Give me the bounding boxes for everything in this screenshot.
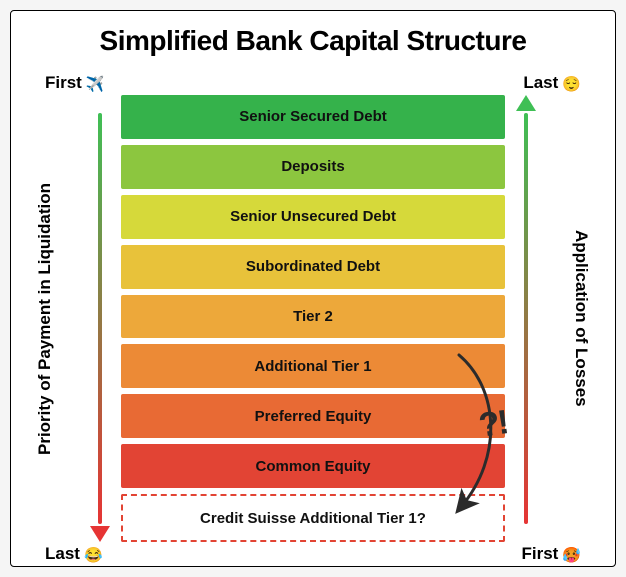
tier-label: Senior Unsecured Debt [230,208,396,225]
tier-row: Preferred Equity [121,394,505,438]
tier-row: Senior Unsecured Debt [121,195,505,239]
diagram-card: Simplified Bank Capital Structure First ✈… [10,10,616,567]
left-arrow [89,95,111,542]
plane-icon: ✈️ [86,76,105,93]
right-arrow-head-icon [516,95,536,111]
tier-label: Preferred Equity [255,408,372,425]
right-top-text: Last [523,73,558,92]
tier-row: Senior Secured Debt [121,95,505,139]
right-arrow [515,95,537,542]
right-arrow-shaft [524,113,528,524]
tier-label: Additional Tier 1 [254,358,371,375]
tier-row: Common Equity [121,444,505,488]
tier-row: Subordinated Debt [121,245,505,289]
tier-label: Subordinated Debt [246,258,380,275]
tier-label: Deposits [281,158,344,175]
tier-label: Common Equity [256,458,371,475]
right-bottom-text: First [521,544,558,563]
tier-stack: Senior Secured Debt Deposits Senior Unsecu… [121,95,505,542]
tier-row: Credit Suisse Additional Tier 1? [121,494,505,542]
right-axis-caption: Application of Losses [571,71,591,566]
laugh-icon: 😂 [84,547,103,564]
tier-row: Tier 2 [121,295,505,339]
tier-label: Tier 2 [293,308,333,325]
tier-row: Additional Tier 1 [121,344,505,388]
left-arrow-shaft [98,113,102,524]
tier-label: Credit Suisse Additional Tier 1? [200,510,426,527]
tier-label: Senior Secured Debt [239,108,387,125]
left-axis-caption: Priority of Payment in Liquidation [35,71,55,566]
tier-row: Deposits [121,145,505,189]
diagram-stage: First✈️ Last😂 Last😌 First🥵 Priority of P… [11,71,615,566]
diagram-title: Simplified Bank Capital Structure [11,11,615,57]
left-arrow-head-icon [90,526,110,542]
